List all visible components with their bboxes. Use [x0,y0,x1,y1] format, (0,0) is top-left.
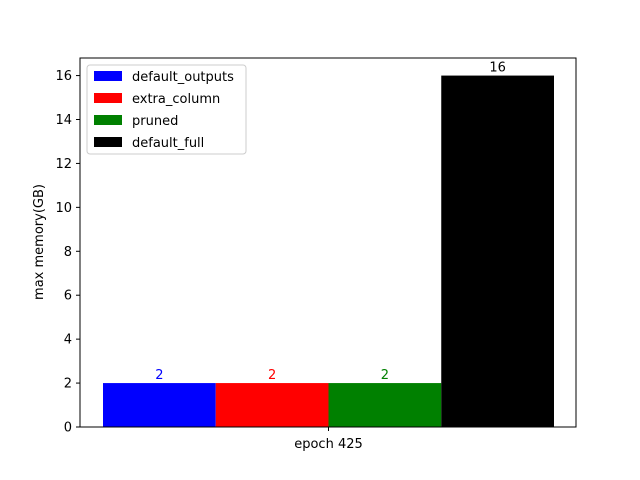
y-tick-label: 4 [64,333,72,348]
legend-box [86,64,247,155]
y-tick-label: 6 [64,289,72,304]
legend-label-extra_column: extra_column [132,92,220,107]
bar-extra_column [215,383,329,427]
legend-label-default_outputs: default_outputs [132,70,234,85]
bar-default_outputs [103,383,216,427]
x-tick-label: epoch 425 [294,437,363,452]
legend-label-default_full: default_full [132,136,204,151]
legend-label-pruned: pruned [132,114,178,129]
legend-swatch-extra_column [94,93,122,103]
y-tick-label: 10 [55,201,72,216]
y-tick-label: 16 [55,69,72,84]
data-label-default_outputs: 2 [155,368,163,383]
data-label-pruned: 2 [381,368,389,383]
legend-swatch-default_full [94,137,122,147]
legend-swatch-default_outputs [94,71,122,81]
data-label-extra_column: 2 [268,368,276,383]
y-tick-label: 12 [55,157,72,172]
y-tick-label: 2 [64,377,72,392]
bar-default_full [441,75,554,428]
y-tick-label: 14 [55,113,72,128]
bar-pruned [328,383,442,427]
y-axis-label: max memory(GB) [32,184,47,300]
legend-swatch-pruned [94,115,122,125]
y-tick-label: 0 [64,421,72,436]
data-label-default_full: 16 [489,61,506,76]
y-tick-label: 8 [64,245,72,260]
